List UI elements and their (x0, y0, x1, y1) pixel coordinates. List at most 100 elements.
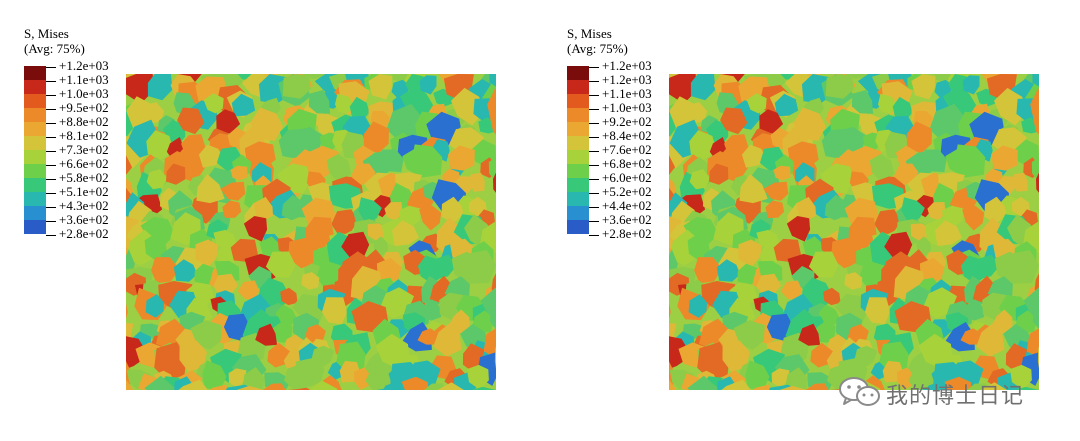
grain (141, 102, 165, 124)
legend-subtitle: (Avg: 75%) (24, 41, 85, 56)
legend-label: +5.2e+02 (589, 185, 652, 199)
grain (451, 87, 485, 126)
grain (962, 205, 985, 231)
grain (341, 231, 370, 259)
grain (738, 239, 762, 267)
legend-label: +1.2e+03 (589, 59, 652, 73)
legend-color-swatch (24, 122, 46, 136)
legend-label: +5.8e+02 (46, 171, 109, 185)
grain (126, 74, 155, 104)
grain (243, 216, 268, 242)
grain (126, 155, 133, 176)
legend-label: +1.2e+03 (589, 73, 652, 87)
grain (991, 145, 1018, 171)
grain (462, 343, 485, 373)
grain (401, 376, 429, 390)
grain (1032, 74, 1039, 87)
grain (824, 194, 849, 221)
grain (335, 93, 355, 114)
grain (746, 93, 767, 114)
grain (242, 367, 265, 390)
grain (386, 103, 425, 143)
grain (756, 229, 781, 250)
grain (869, 153, 895, 183)
grain (848, 216, 877, 249)
grain (777, 385, 808, 390)
grain (424, 383, 444, 390)
grain (420, 299, 442, 321)
grain (697, 342, 730, 381)
legend-color-swatch (567, 122, 589, 136)
grain (309, 380, 338, 390)
grain (305, 216, 334, 249)
grain (427, 254, 457, 280)
legend-label: +1.1e+03 (46, 73, 109, 87)
grain (808, 251, 839, 278)
grain (326, 153, 352, 183)
grain (489, 306, 496, 330)
grain (146, 130, 174, 160)
grain (365, 365, 392, 390)
legend-title: S, Mises (24, 26, 69, 41)
grain (287, 387, 311, 390)
grain (1032, 306, 1039, 330)
grain (308, 90, 331, 114)
grain (354, 367, 371, 390)
grain (927, 202, 946, 221)
legend-color-swatch (24, 108, 46, 122)
grain (203, 93, 224, 114)
grain (154, 342, 187, 381)
grain (689, 169, 710, 190)
grain (669, 155, 676, 176)
grain (771, 368, 790, 389)
grain (976, 382, 1007, 390)
legend-label: +5.1e+02 (46, 185, 109, 199)
grain (901, 197, 925, 222)
grain (470, 386, 496, 390)
legend-label: +4.4e+02 (589, 199, 652, 213)
grain (321, 297, 348, 325)
legend-color-swatch (24, 206, 46, 220)
legend-label: +6.6e+02 (46, 157, 109, 171)
grain (441, 196, 464, 223)
grain (970, 254, 1000, 280)
grain (1002, 250, 1039, 284)
grain (317, 113, 338, 138)
grain (216, 246, 237, 266)
grain (892, 96, 913, 121)
grain (756, 273, 782, 296)
legend-color-swatch (24, 66, 46, 80)
legend-color-swatch (24, 192, 46, 206)
grain (401, 322, 432, 352)
grain (805, 383, 829, 390)
legend-color-swatch (567, 66, 589, 80)
grain (984, 196, 1007, 223)
grain (433, 322, 462, 357)
grain (773, 238, 802, 262)
grain (793, 107, 826, 141)
legend-label: +2.8e+02 (589, 227, 652, 241)
legend-color-swatch (567, 192, 589, 206)
grain (878, 93, 898, 114)
contour-panel-right: S, Mises (Avg: 75%) +1.2e+03 +1.2e+03 +1… (543, 0, 1080, 441)
legend-label: +3.6e+02 (46, 213, 109, 227)
grain (126, 379, 134, 390)
grain (411, 144, 443, 178)
legend-label: +1.2e+03 (46, 59, 109, 73)
grain (126, 297, 128, 319)
grain (222, 200, 242, 218)
grain (669, 379, 677, 390)
grain (844, 74, 872, 79)
grain (831, 238, 862, 269)
legend-subtitle: (Avg: 75%) (567, 41, 628, 56)
grain (689, 130, 717, 160)
grain (687, 375, 721, 390)
grain (488, 157, 496, 183)
watermark-text: 我的博士日记 (886, 384, 1025, 409)
legend-label: +2.8e+02 (46, 227, 109, 241)
legend-label: +9.2e+02 (589, 115, 652, 129)
grain (851, 90, 874, 114)
grain (963, 299, 985, 321)
grain (255, 323, 278, 346)
grain (295, 357, 325, 387)
